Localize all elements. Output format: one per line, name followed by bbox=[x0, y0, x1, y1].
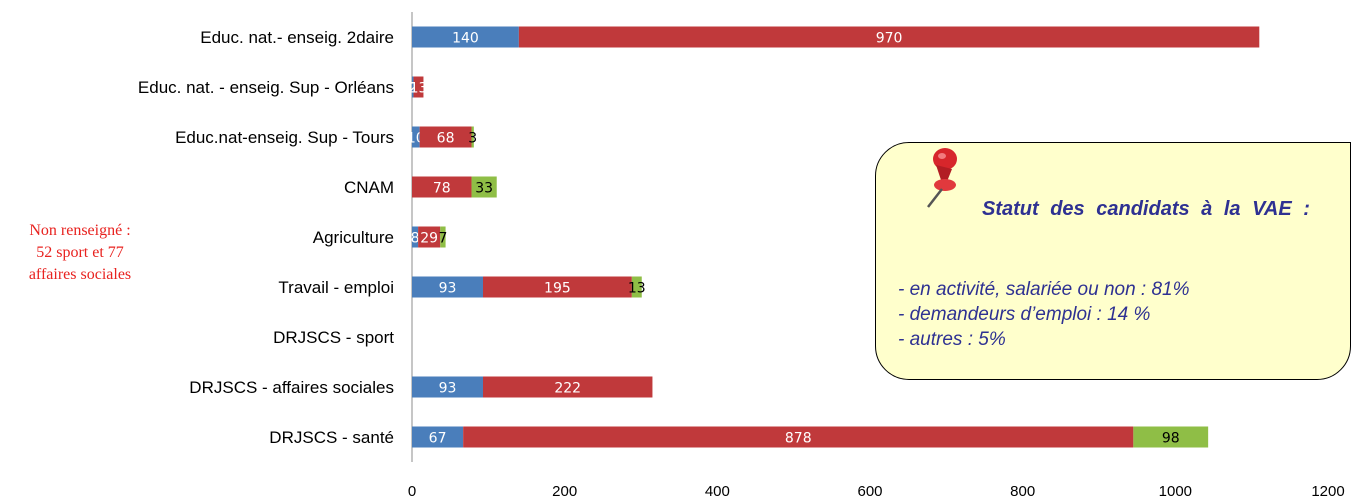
data-label: 13 bbox=[628, 281, 646, 297]
bar-segment-series-2 bbox=[518, 26, 1260, 48]
data-label: 29 bbox=[420, 231, 438, 247]
bar-segment-series-2 bbox=[482, 276, 632, 298]
bar-segment-series-1 bbox=[412, 26, 519, 48]
data-label: 67 bbox=[429, 431, 447, 447]
callout-title: Statut des candidats à la VAE : bbox=[982, 198, 1310, 220]
bar-segment-series-1 bbox=[412, 226, 419, 248]
data-label: 970 bbox=[876, 31, 903, 47]
bar-segment-series-1 bbox=[412, 76, 414, 98]
data-label: 140 bbox=[452, 31, 479, 47]
missing-data-note: Non renseigné : 52 sport et 77 affaires … bbox=[0, 220, 160, 286]
bar-segment-series-1 bbox=[412, 376, 483, 398]
bar-segment-series-2 bbox=[463, 426, 1134, 448]
category-label: Educ.nat-enseig. Sup - Tours bbox=[175, 128, 394, 147]
category-label: DRJSCS - sport bbox=[273, 328, 394, 347]
data-label: 3 bbox=[468, 131, 477, 147]
data-label: 7 bbox=[438, 231, 447, 247]
x-tick-label: 1200 bbox=[1311, 483, 1344, 500]
data-label: 2 bbox=[408, 81, 417, 97]
x-tick-label: 800 bbox=[1010, 483, 1035, 500]
bar-segment-series-2 bbox=[412, 176, 472, 198]
data-label: 878 bbox=[785, 431, 812, 447]
x-tick-label: 0 bbox=[408, 483, 416, 500]
bar-segment-series-2 bbox=[419, 126, 472, 148]
x-tick-label: 600 bbox=[857, 483, 882, 500]
callout-lines: - en activité, salariée ou non : 81% - d… bbox=[898, 277, 1338, 352]
callout-line-jobseekers: - demandeurs d’emploi : 14 % bbox=[898, 304, 1151, 325]
data-label: 93 bbox=[439, 381, 457, 397]
data-label: 222 bbox=[554, 381, 581, 397]
x-tick-label: 400 bbox=[705, 483, 730, 500]
bar-segment-series-3 bbox=[631, 276, 642, 298]
category-label: Educ. nat.- enseig. 2daire bbox=[200, 28, 394, 47]
bar-segment-series-3 bbox=[1133, 426, 1209, 448]
category-label: CNAM bbox=[344, 178, 394, 197]
x-tick-label: 200 bbox=[552, 483, 577, 500]
data-label: 195 bbox=[544, 281, 571, 297]
bar-segment-series-3 bbox=[471, 176, 497, 198]
data-label: 33 bbox=[475, 181, 493, 197]
note-line-1: Non renseigné : bbox=[29, 222, 131, 239]
category-label: DRJSCS - affaires sociales bbox=[189, 378, 394, 397]
x-tick-label: 1000 bbox=[1159, 483, 1192, 500]
bar-segment-series-2 bbox=[413, 76, 424, 98]
bar-segment-series-3 bbox=[471, 126, 474, 148]
data-label: 78 bbox=[433, 181, 451, 197]
candidate-status-callout: Statut des candidats à la VAE : - en act… bbox=[875, 142, 1351, 380]
callout-line-others: - autres : 5% bbox=[898, 329, 1006, 350]
note-line-2: 52 sport et 77 bbox=[36, 244, 124, 261]
category-label: Travail - emploi bbox=[278, 278, 394, 297]
category-label: Agriculture bbox=[313, 228, 394, 247]
data-label: 8 bbox=[411, 231, 420, 247]
bar-segment-series-2 bbox=[482, 376, 653, 398]
bar-segment-series-1 bbox=[412, 276, 483, 298]
data-label: 68 bbox=[437, 131, 455, 147]
data-label: 93 bbox=[439, 281, 457, 297]
pushpin-icon bbox=[927, 148, 957, 208]
bar-segment-series-2 bbox=[418, 226, 441, 248]
note-line-3: affaires sociales bbox=[28, 266, 132, 283]
bar-segment-series-3 bbox=[440, 226, 446, 248]
category-label: DRJSCS - santé bbox=[269, 428, 394, 447]
callout-line-employed: - en activité, salariée ou non : 81% bbox=[898, 279, 1190, 300]
bar-segment-series-1 bbox=[412, 126, 420, 148]
category-label: Educ. nat. - enseig. Sup - Orléans bbox=[138, 78, 394, 97]
bar-segment-series-1 bbox=[412, 426, 464, 448]
data-label: 13 bbox=[410, 81, 428, 97]
data-label: 98 bbox=[1162, 431, 1180, 447]
